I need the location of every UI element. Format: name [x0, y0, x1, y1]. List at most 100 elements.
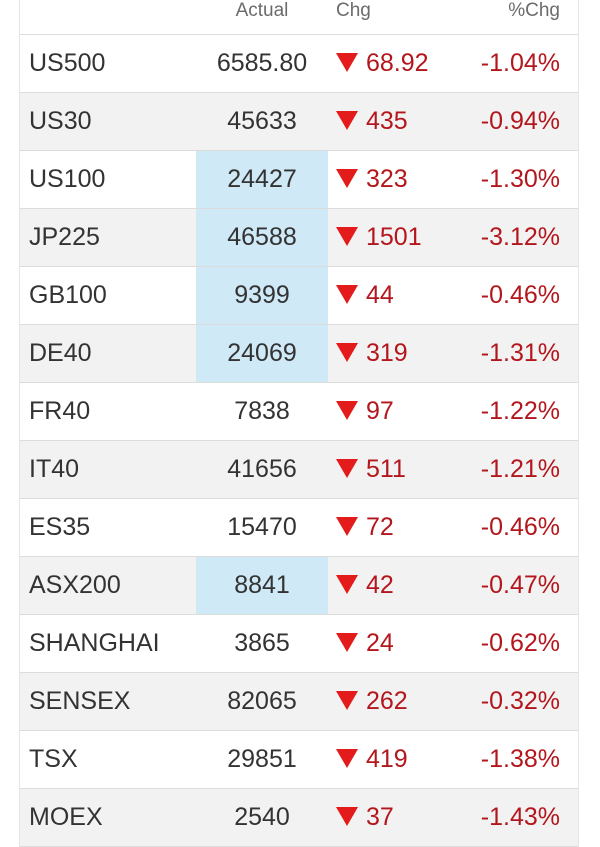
- change-value: 262: [366, 687, 408, 715]
- down-arrow-icon: [336, 227, 358, 246]
- instrument-name: FR40: [29, 397, 91, 425]
- change-cell: 419: [336, 731, 408, 788]
- down-arrow-icon: [336, 691, 358, 710]
- percent-change-value: -0.46%: [480, 281, 560, 309]
- change-cell: 511: [336, 441, 406, 498]
- change-cell: 1501: [336, 209, 422, 266]
- column-header-actual[interactable]: Actual: [235, 0, 289, 21]
- down-arrow-icon: [336, 807, 358, 826]
- down-arrow-icon: [336, 285, 358, 304]
- table-header: Actual Chg %Chg: [20, 0, 578, 35]
- change-cell: 44: [336, 267, 394, 324]
- actual-value: 45633: [227, 107, 297, 135]
- change-value: 511: [366, 455, 406, 483]
- change-value: 435: [366, 107, 408, 135]
- indices-table: Actual Chg %Chg US500 6585.80 68.92 -1.04% U…: [19, 0, 579, 847]
- down-arrow-icon: [336, 749, 358, 768]
- actual-value: 8841: [196, 557, 328, 614]
- instrument-name: US500: [29, 49, 106, 77]
- actual-value: 24427: [196, 151, 328, 208]
- change-value: 44: [366, 281, 394, 309]
- instrument-name: JP225: [29, 223, 100, 251]
- change-value: 1501: [366, 223, 422, 251]
- instrument-name: MOEX: [29, 803, 103, 831]
- instrument-name: US30: [29, 107, 92, 135]
- table-row[interactable]: SHANGHAI 3865 24 -0.62%: [20, 615, 578, 673]
- percent-change-value: -0.62%: [480, 629, 560, 657]
- down-arrow-icon: [336, 517, 358, 536]
- change-value: 72: [366, 513, 394, 541]
- change-cell: 435: [336, 93, 408, 150]
- percent-change-value: -0.94%: [480, 107, 560, 135]
- table-row[interactable]: TSX 29851 419 -1.38%: [20, 731, 578, 789]
- change-cell: 323: [336, 151, 408, 208]
- down-arrow-icon: [336, 53, 358, 72]
- actual-value: 46588: [196, 209, 328, 266]
- percent-change-value: -0.47%: [480, 571, 560, 599]
- table-row[interactable]: FR40 7838 97 -1.22%: [20, 383, 578, 441]
- table-row[interactable]: ASX200 8841 42 -0.47%: [20, 557, 578, 615]
- table-row[interactable]: SENSEX 82065 262 -0.32%: [20, 673, 578, 731]
- table-row[interactable]: GB100 9399 44 -0.46%: [20, 267, 578, 325]
- change-cell: 72: [336, 499, 394, 556]
- change-value: 419: [366, 745, 408, 773]
- actual-value: 15470: [227, 513, 297, 541]
- change-cell: 97: [336, 383, 394, 440]
- table-row[interactable]: DE40 24069 319 -1.31%: [20, 325, 578, 383]
- column-header-pct-chg[interactable]: %Chg: [508, 0, 560, 21]
- down-arrow-icon: [336, 111, 358, 130]
- table-row[interactable]: US30 45633 435 -0.94%: [20, 93, 578, 151]
- change-value: 323: [366, 165, 408, 193]
- down-arrow-icon: [336, 633, 358, 652]
- change-cell: 42: [336, 557, 394, 614]
- down-arrow-icon: [336, 401, 358, 420]
- table-row[interactable]: ES35 15470 72 -0.46%: [20, 499, 578, 557]
- percent-change-value: -1.30%: [480, 165, 560, 193]
- change-value: 42: [366, 571, 394, 599]
- percent-change-value: -1.38%: [480, 745, 560, 773]
- down-arrow-icon: [336, 575, 358, 594]
- change-value: 24: [366, 629, 394, 657]
- column-header-chg[interactable]: Chg: [336, 0, 371, 21]
- percent-change-value: -1.04%: [480, 49, 560, 77]
- instrument-name: SHANGHAI: [29, 629, 160, 657]
- change-cell: 24: [336, 615, 394, 672]
- down-arrow-icon: [336, 459, 358, 478]
- instrument-name: GB100: [29, 281, 107, 309]
- change-cell: 319: [336, 325, 408, 382]
- instrument-name: SENSEX: [29, 687, 131, 715]
- percent-change-value: -1.31%: [480, 339, 560, 367]
- change-value: 37: [366, 803, 394, 831]
- table-row[interactable]: JP225 46588 1501 -3.12%: [20, 209, 578, 267]
- down-arrow-icon: [336, 343, 358, 362]
- table-row[interactable]: US100 24427 323 -1.30%: [20, 151, 578, 209]
- actual-value: 41656: [227, 455, 297, 483]
- change-value: 68.92: [366, 49, 429, 77]
- actual-value: 9399: [196, 267, 328, 324]
- change-value: 319: [366, 339, 408, 367]
- instrument-name: DE40: [29, 339, 92, 367]
- actual-value: 3865: [234, 629, 290, 657]
- actual-value: 6585.80: [216, 49, 308, 77]
- percent-change-value: -0.46%: [480, 513, 560, 541]
- instrument-name: TSX: [29, 745, 78, 773]
- percent-change-value: -0.32%: [480, 687, 560, 715]
- change-value: 97: [366, 397, 394, 425]
- actual-value: 2540: [234, 803, 290, 831]
- instrument-name: ES35: [29, 513, 91, 541]
- percent-change-value: -1.22%: [480, 397, 560, 425]
- instrument-name: US100: [29, 165, 106, 193]
- percent-change-value: -1.43%: [480, 803, 560, 831]
- actual-value: 29851: [227, 745, 297, 773]
- table-row[interactable]: US500 6585.80 68.92 -1.04%: [20, 35, 578, 93]
- table-body: US500 6585.80 68.92 -1.04% US30 45633 435 -0.94…: [20, 35, 578, 847]
- table-row[interactable]: MOEX 2540 37 -1.43%: [20, 789, 578, 847]
- actual-value: 7838: [234, 397, 290, 425]
- actual-value: 24069: [196, 325, 328, 382]
- change-cell: 68.92: [336, 35, 429, 92]
- table-row[interactable]: IT40 41656 511 -1.21%: [20, 441, 578, 499]
- change-cell: 37: [336, 789, 394, 846]
- percent-change-value: -3.12%: [480, 223, 560, 251]
- change-cell: 262: [336, 673, 408, 730]
- down-arrow-icon: [336, 169, 358, 188]
